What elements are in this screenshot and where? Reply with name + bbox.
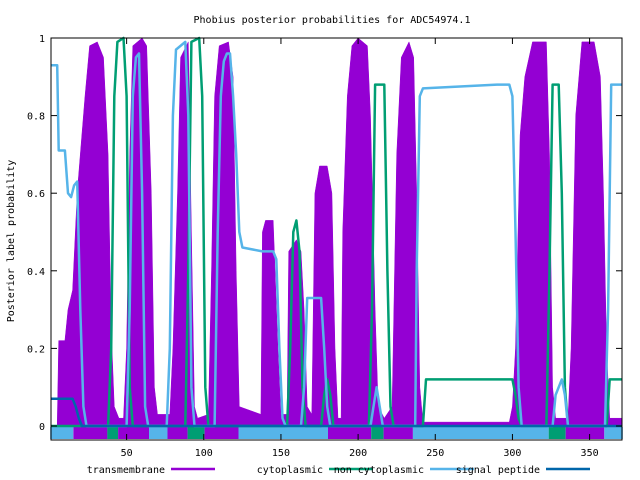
x-tick-label: 50 [121,448,133,459]
topology-segment-7 [204,427,239,439]
topology-segment-12 [412,427,549,439]
x-axis: 50 100 150 200 250 300 350 [121,38,599,459]
series-lines [51,36,622,428]
topology-segment-1 [73,427,108,439]
y-tick-label: 0.6 [27,189,45,200]
plot-frame [50,37,623,441]
series-line-3 [51,40,622,428]
x-tick-label: 250 [426,448,444,459]
series-fill-0 [51,37,623,427]
topology-segment-8 [238,427,328,439]
legend-label: signal peptide [456,465,540,476]
topology-bar [50,427,623,439]
y-tick-label: 1 [39,34,45,45]
topology-segment-10 [371,427,384,439]
y-tick-label: 0.8 [27,112,45,123]
topology-segment-3 [118,427,149,439]
topology-segment-14 [565,427,605,439]
topology-segment-9 [328,427,372,439]
x-tick-label: 150 [272,448,290,459]
y-axis-label: Posterior label probability [6,160,17,323]
topology-segment-0 [50,427,74,439]
x-tick-label: 300 [503,448,521,459]
topology-segment-2 [107,427,119,439]
legend: transmembrane cytoplasmic non cytoplasmic s… [87,465,590,476]
topology-segment-5 [167,427,188,439]
legend-label: transmembrane [87,465,165,476]
legend-label: non cytoplasmic [334,465,424,476]
legend-label: cytoplasmic [257,465,323,476]
topology-segment-15 [604,427,623,439]
y-tick-label: 0.2 [27,344,45,355]
x-tick-label: 200 [349,448,367,459]
x-tick-label: 350 [581,448,599,459]
topology-segment-13 [548,427,566,439]
y-axis: 0 0.2 0.4 0.6 0.8 1 [27,34,622,433]
topology-segment-4 [149,427,168,439]
y-tick-label: 0.4 [27,267,45,278]
chart-title: Phobius posterior probabilities for ADC5… [194,15,471,26]
topology-segment-11 [383,427,413,439]
topology-segment-6 [187,427,205,439]
y-tick-label: 0 [39,422,45,433]
series-line-4 [51,397,622,428]
transmembrane-fill-layer [51,37,623,427]
x-tick-label: 100 [195,448,213,459]
